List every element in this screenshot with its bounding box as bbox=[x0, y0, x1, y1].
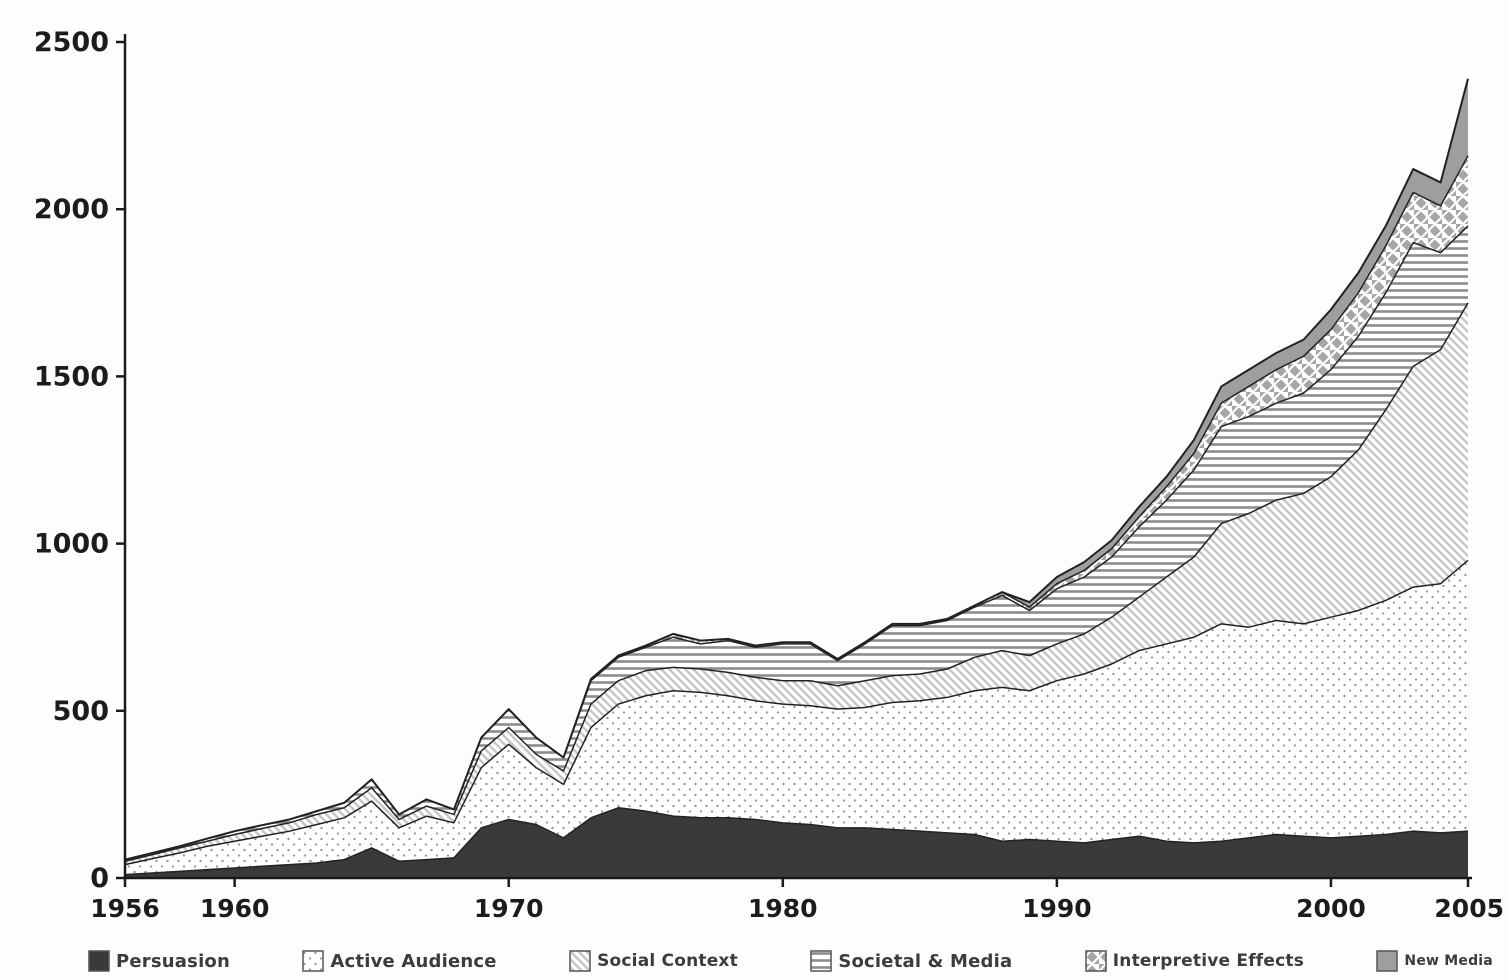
legend-item-societal-media: Societal & Media bbox=[810, 950, 1012, 972]
legend-swatch-dots bbox=[302, 950, 325, 972]
legend-label: Interpretive Effects bbox=[1112, 951, 1305, 971]
outline-persuasion bbox=[124, 807, 1469, 876]
legend-label: New Media bbox=[1404, 953, 1493, 969]
legend-swatch-diamonds bbox=[1085, 950, 1107, 972]
band-active-audience bbox=[125, 560, 1468, 875]
area-chart-svg: 0 500 1000 1500 2000 2500 1956 1960 1970 1980 1990… bbox=[34, 27, 1504, 923]
legend-swatch-solid-dark bbox=[88, 950, 110, 972]
outline-active-audience bbox=[124, 559, 1469, 866]
legend-label: Societal & Media bbox=[838, 950, 1013, 972]
legend: Persuasion Active Audience Social Context S… bbox=[88, 950, 1493, 972]
x-tick-label: 1960 bbox=[200, 894, 270, 923]
legend-swatch-diagonal bbox=[569, 950, 591, 972]
y-tick-label: 1000 bbox=[34, 529, 109, 560]
legend-item-persuasion: Persuasion bbox=[88, 950, 230, 972]
legend-swatch-hlines bbox=[810, 950, 833, 972]
legend-label: Persuasion bbox=[116, 950, 231, 972]
y-tick-label: 500 bbox=[53, 696, 109, 727]
band-outlines bbox=[124, 78, 1469, 876]
y-tick-label: 1500 bbox=[34, 361, 109, 392]
x-tick-label: 1970 bbox=[474, 894, 544, 923]
outline-social-context bbox=[124, 302, 1469, 863]
legend-swatch-solid-gray bbox=[1376, 950, 1399, 972]
legend-label: Social Context bbox=[597, 951, 738, 971]
x-tick-label: 1956 bbox=[90, 894, 160, 923]
legend-item-new-media: New Media bbox=[1376, 950, 1493, 972]
legend-item-interpretive-effects: Interpretive Effects bbox=[1085, 950, 1304, 972]
x-tick-label: 2000 bbox=[1296, 894, 1366, 923]
band-societal-media bbox=[125, 225, 1468, 862]
legend-item-active-audience: Active Audience bbox=[302, 950, 497, 972]
band-social-context bbox=[125, 302, 1468, 865]
outline-new-media bbox=[124, 78, 1469, 861]
y-tick-label: 0 bbox=[90, 863, 109, 894]
axes: 0 500 1000 1500 2000 2500 1956 1960 1970 1980 1990… bbox=[34, 27, 1504, 923]
legend-item-social-context: Social Context bbox=[569, 950, 738, 972]
x-tick-label: 1990 bbox=[1022, 894, 1092, 923]
x-tick-label: 2005 bbox=[1434, 894, 1504, 923]
x-tick-label: 1980 bbox=[748, 894, 818, 923]
band-persuasion bbox=[125, 807, 1468, 878]
stacked-area-bands bbox=[125, 78, 1468, 878]
legend-label: Active Audience bbox=[330, 950, 497, 972]
y-tick-label: 2000 bbox=[34, 194, 109, 225]
y-tick-label: 2500 bbox=[34, 27, 109, 58]
